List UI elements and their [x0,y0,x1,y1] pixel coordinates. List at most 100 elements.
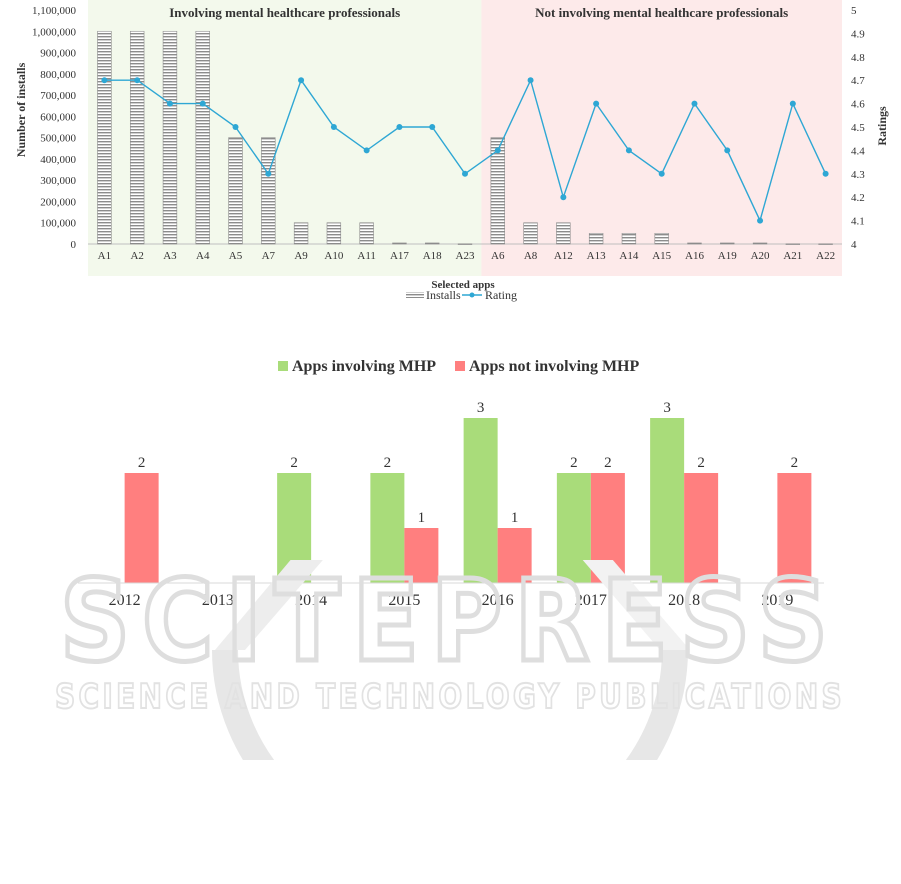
installs-bar-A23 [457,243,473,245]
y2-tick-label: 4.6 [851,99,865,111]
rating-point-A3 [166,100,173,107]
x-tick-label: A19 [718,250,737,262]
y2-tick-label: 4.8 [851,52,865,64]
installs-bar-A13 [588,233,604,245]
installs-bar-A10 [326,222,342,245]
legend-non-mhp-swatch [455,361,465,371]
rating-point-A14 [625,147,632,154]
non-mhp-bar-2015 [404,528,439,583]
y-tick-label: 300,000 [40,175,76,187]
mhp-bar-2016 [463,418,498,583]
rating-point-A22 [822,170,829,177]
rating-point-A2 [134,77,141,84]
region-label-2: Not involving mental healthcare professi… [535,5,788,20]
legend-non-mhp-label: Apps not involving MHP [469,358,639,375]
bar-value-label: 2 [384,455,392,471]
watermark-triangle-right [582,560,690,650]
y-tick-label: 900,000 [40,48,76,60]
y-tick-label: 0 [71,239,77,251]
bar-value-label: 1 [511,510,519,526]
bar-value-label: 3 [663,400,671,416]
non-mhp-bar-2012 [124,473,159,583]
rating-point-A7 [265,170,272,177]
rating-point-A11 [363,147,370,154]
y-tick-label: 600,000 [40,111,76,123]
y-axis-title: Number of installs [14,62,28,157]
x-tick-label: 2019 [761,592,793,609]
mhp-bar-2017 [556,473,591,583]
installs-bar-A8 [523,222,538,245]
x-tick-label: A16 [685,250,704,262]
x-tick-label: 2016 [482,592,514,609]
installs-bar-A5 [228,137,243,245]
y-tick-label: 800,000 [40,69,76,81]
y-tick-label: 1,000,000 [32,26,77,38]
x-axis-title: Selected apps [431,279,495,291]
installs-ratings-chart: Involving mental healthcare professional… [14,0,889,302]
installs-bar-A3 [162,30,178,245]
rating-point-A8 [527,77,534,84]
installs-bar-A11 [359,222,374,245]
x-tick-label: A3 [163,250,177,262]
installs-bar-A1 [97,30,112,245]
installs-bar-A19 [720,242,735,245]
non-mhp-bar-2016 [497,528,532,583]
installs-bar-A12 [556,222,571,245]
installs-bar-A21 [785,243,801,245]
rating-point-A12 [560,194,567,201]
x-tick-label: A5 [229,250,243,262]
y-tick-label: 200,000 [40,196,76,208]
x-tick-label: 2012 [109,592,141,609]
rating-point-A10 [330,124,337,130]
x-tick-label: A9 [294,250,308,262]
y-tick-label: 700,000 [40,90,76,102]
installs-bar-A9 [293,222,309,245]
rating-point-A15 [658,170,665,177]
installs-bar-A14 [621,233,637,245]
rating-point-A17 [396,124,403,130]
x-tick-label: A8 [524,250,538,262]
legend-installs-label: Installs [426,288,461,302]
x-tick-label: A13 [587,250,606,262]
x-tick-label: A1 [98,250,111,262]
x-tick-label: A15 [652,250,671,262]
x-tick-label: A23 [456,250,475,262]
legend-mhp-swatch [278,361,288,371]
rating-point-A21 [789,100,796,107]
x-tick-label: A21 [783,250,802,262]
x-tick-label: 2013 [202,592,234,609]
installs-bar-A15 [654,233,669,245]
y2-tick-label: 4.1 [851,216,865,228]
apps-per-year-chart: Apps involving MHP Apps not involving MH… [78,358,824,609]
rating-point-A5 [232,124,239,130]
y2-tick-label: 4.5 [851,122,865,134]
installs-bar-A7 [261,137,276,245]
legend-1: Installs Rating [406,288,517,302]
legend-2: Apps involving MHP Apps not involving MH… [278,358,639,375]
watermark-subtitle: SCIENCE AND TECHNOLOGY PUBLICATIONS [55,677,845,717]
x-tick-label: A4 [196,250,210,262]
installs-bar-A17 [392,242,407,245]
mhp-bar-2018 [650,418,685,583]
y2-tick-label: 4 [851,239,857,251]
installs-bar-A6 [490,137,505,245]
rating-point-A19 [724,147,731,154]
bar-value-label: 3 [477,400,485,416]
rating-point-A23 [462,170,468,177]
non-mhp-bar-2018 [684,473,719,583]
y2-tick-label: 4.4 [851,145,865,157]
x-tick-label: A6 [491,250,505,262]
rating-point-A18 [429,124,436,130]
bar-value-label: 2 [604,455,612,471]
watermark-title: SCITEPRESS [60,560,840,687]
y-tick-label: 400,000 [40,154,76,166]
region-label-1: Involving mental healthcare professional… [169,5,400,20]
rating-point-A9 [298,77,305,84]
watermark: SCITEPRESS SCIENCE AND TECHNOLOGY PUBLIC… [54,560,845,760]
x-tick-label: A7 [262,250,276,262]
bar-value-label: 1 [418,510,426,526]
bar-value-label: 2 [697,455,705,471]
x-tick-label: A14 [619,250,638,262]
y2-tick-label: 5 [851,5,857,17]
region-bg-2 [481,0,842,276]
